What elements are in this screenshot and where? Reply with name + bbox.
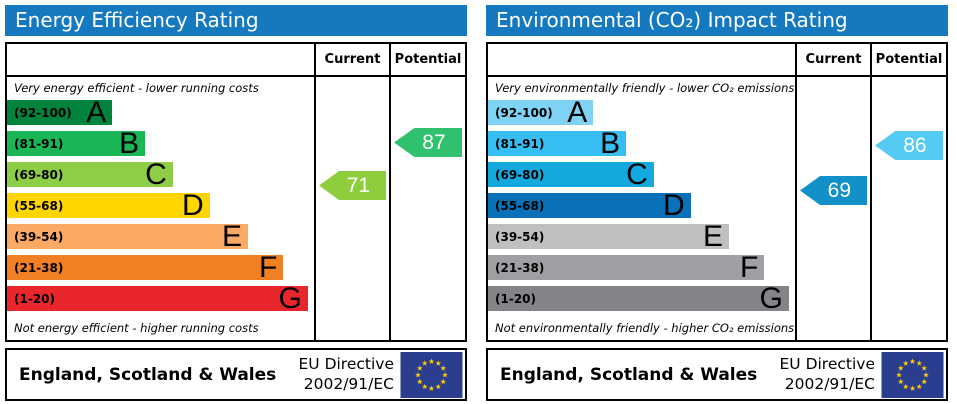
- region-label: England, Scotland & Wales: [500, 364, 758, 385]
- band-range: (1-20): [14, 291, 55, 306]
- current-rating-arrow: 71: [319, 171, 386, 200]
- band-letter: B: [119, 127, 140, 160]
- band-letter: G: [278, 282, 302, 315]
- band-range: (92-100): [14, 105, 72, 120]
- eu-flag-icon: [881, 351, 944, 398]
- bands: (92-100) A (81-91) B (69-80) C (55-68) D: [7, 96, 314, 317]
- band-e: (39-54) E: [488, 220, 729, 253]
- current-column-header: Current: [314, 44, 389, 77]
- band-a: (92-100) A: [7, 96, 113, 129]
- region-label: England, Scotland & Wales: [19, 364, 277, 385]
- potential-rating-column: 86: [870, 77, 946, 340]
- eu-directive-label: EU Directive 2002/91/EC: [780, 355, 876, 394]
- band-letter: G: [759, 282, 783, 315]
- potential-rating-column: 87: [389, 77, 465, 340]
- current-rating-column: 71: [314, 77, 389, 340]
- rating-table: Current Potential Very energy efficient …: [5, 42, 467, 342]
- band-range: (39-54): [495, 229, 545, 244]
- potential-rating-value: 86: [903, 133, 927, 157]
- band-letter: C: [626, 158, 648, 191]
- potential-rating-arrow: 86: [875, 131, 943, 160]
- current-rating-value: 71: [346, 173, 371, 197]
- eu-directive-line1: EU Directive: [298, 355, 395, 374]
- rating-bands-area: Very energy efficient - lower running co…: [7, 77, 314, 340]
- panel-footer: England, Scotland & Wales EU Directive 2…: [5, 348, 467, 401]
- top-note: Very energy efficient - lower running co…: [14, 81, 259, 95]
- potential-column-header: Potential: [870, 44, 946, 77]
- band-d: (55-68) D: [7, 189, 210, 222]
- potential-column-header: Potential: [389, 44, 465, 77]
- band-letter: F: [258, 251, 278, 284]
- band-g: (1-20) G: [7, 282, 308, 315]
- eu-directive-label: EU Directive 2002/91/EC: [299, 355, 395, 394]
- current-column-header: Current: [795, 44, 870, 77]
- band-f: (21-38) F: [7, 251, 284, 284]
- bottom-note: Not environmentally friendly - higher CO…: [495, 321, 795, 335]
- band-range: (69-80): [495, 167, 545, 182]
- band-letter: A: [86, 96, 107, 129]
- band-range: (21-38): [495, 260, 545, 275]
- band-range: (69-80): [14, 167, 64, 182]
- band-g: (1-20) G: [488, 282, 789, 315]
- eu-directive-line2: 2002/91/EC: [303, 374, 394, 393]
- eu-directive-line1: EU Directive: [779, 355, 876, 374]
- band-range: (55-68): [14, 198, 64, 213]
- current-rating-arrow: 69: [800, 176, 867, 205]
- bands: (92-100) A (81-91) B (69-80) C (55-68) D: [488, 96, 795, 317]
- band-b: (81-91) B: [488, 127, 627, 160]
- band-range: (39-54): [14, 229, 64, 244]
- band-letter: E: [221, 220, 242, 253]
- band-letter: E: [702, 220, 723, 253]
- band-c: (69-80) C: [7, 158, 173, 191]
- top-note: Very environmentally friendly - lower CO…: [495, 81, 795, 95]
- band-c: (69-80) C: [488, 158, 654, 191]
- bands-header-spacer: [488, 44, 795, 77]
- band-letter: D: [662, 189, 685, 222]
- bottom-note: Not energy efficient - higher running co…: [14, 321, 259, 335]
- rating-bands-area: Very environmentally friendly - lower CO…: [488, 77, 795, 340]
- rating-table: Current Potential Very environmentally f…: [486, 42, 948, 342]
- band-a: (92-100) A: [488, 96, 594, 129]
- band-f: (21-38) F: [488, 251, 765, 284]
- environmental-impact-panel: Environmental (CO₂) Impact Rating Curren…: [486, 5, 948, 401]
- band-letter: F: [739, 251, 759, 284]
- band-range: (21-38): [14, 260, 64, 275]
- band-range: (1-20): [495, 291, 536, 306]
- current-rating-value: 69: [827, 178, 852, 202]
- panel-title: Environmental (CO₂) Impact Rating: [486, 5, 948, 36]
- band-letter: B: [600, 127, 621, 160]
- energy-efficiency-panel: Energy Efficiency Rating Current Potenti…: [5, 5, 467, 401]
- band-range: (55-68): [495, 198, 545, 213]
- band-range: (92-100): [495, 105, 553, 120]
- band-letter: C: [145, 158, 167, 191]
- band-letter: A: [567, 96, 588, 129]
- band-range: (81-91): [14, 136, 64, 151]
- potential-rating-value: 87: [422, 130, 446, 154]
- eu-flag-icon: [400, 351, 463, 398]
- bands-header-spacer: [7, 44, 314, 77]
- eu-directive-line2: 2002/91/EC: [784, 374, 875, 393]
- band-letter: D: [181, 189, 204, 222]
- band-d: (55-68) D: [488, 189, 691, 222]
- band-range: (81-91): [495, 136, 545, 151]
- band-b: (81-91) B: [7, 127, 146, 160]
- panel-footer: England, Scotland & Wales EU Directive 2…: [486, 348, 948, 401]
- potential-rating-arrow: 87: [394, 128, 462, 157]
- current-rating-column: 69: [795, 77, 870, 340]
- panel-title: Energy Efficiency Rating: [5, 5, 467, 36]
- band-e: (39-54) E: [7, 220, 248, 253]
